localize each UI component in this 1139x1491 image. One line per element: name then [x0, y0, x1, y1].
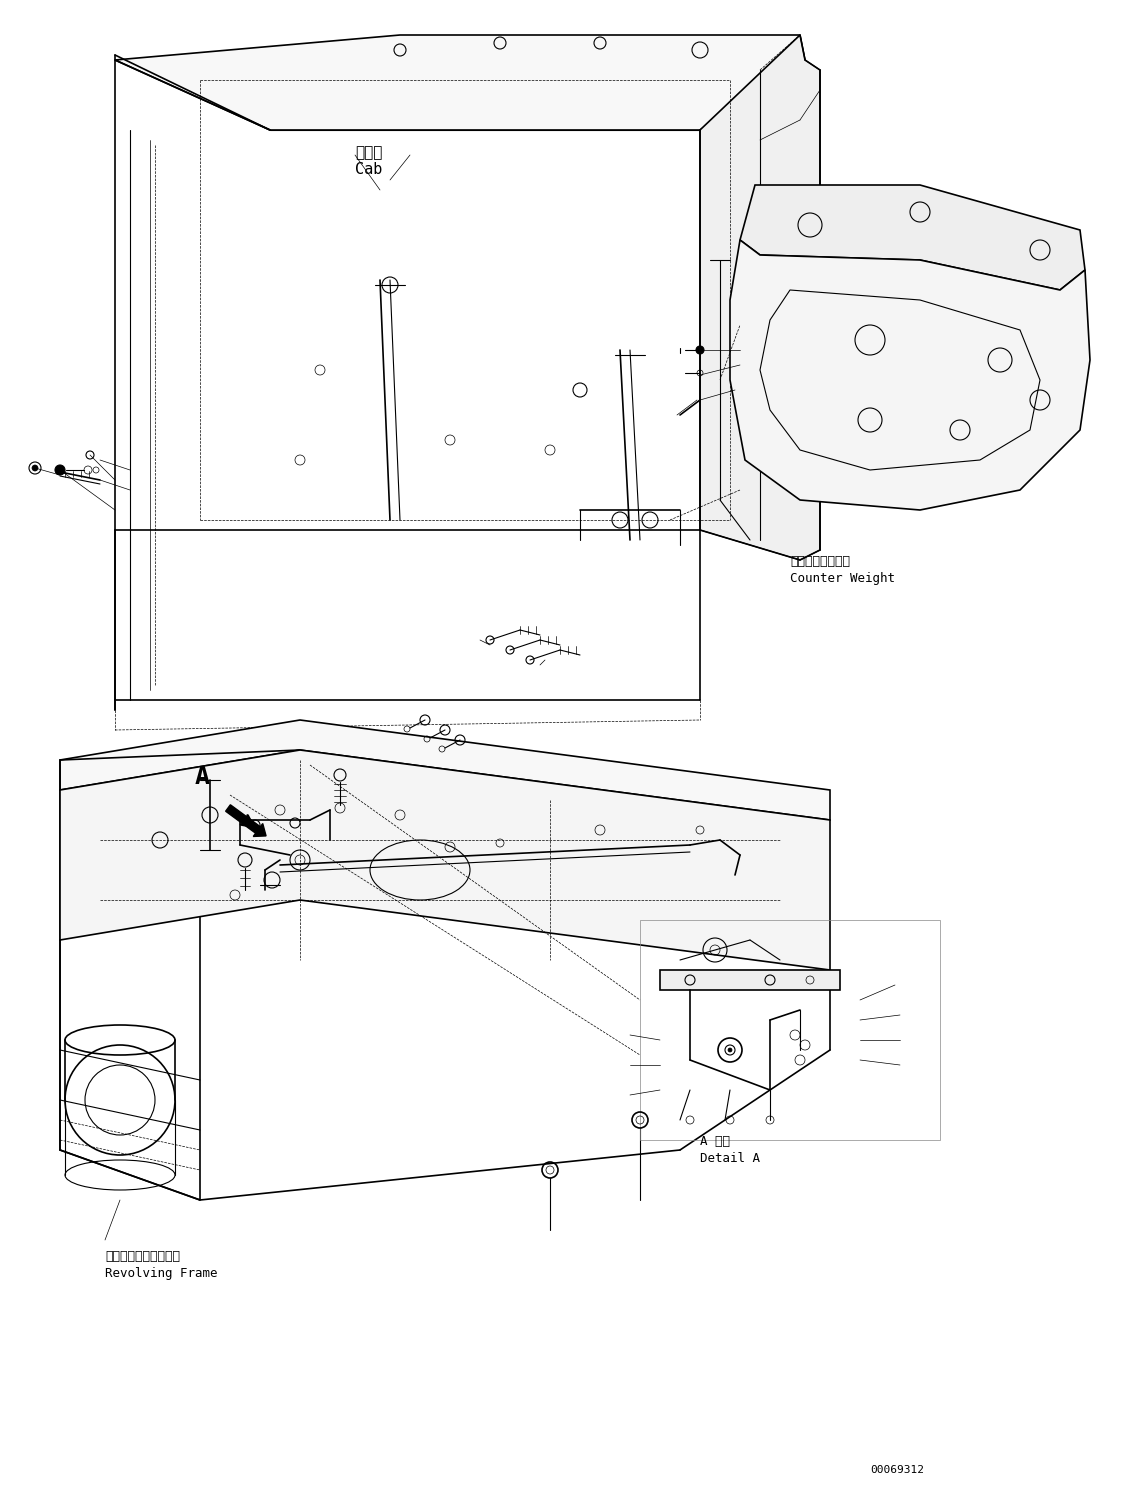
Text: キャブ: キャブ [355, 145, 383, 160]
Circle shape [55, 465, 65, 476]
FancyArrow shape [226, 805, 267, 836]
Polygon shape [60, 720, 830, 820]
Text: レボルビングフレーム: レボルビングフレーム [105, 1249, 180, 1263]
Text: Revolving Frame: Revolving Frame [105, 1267, 218, 1279]
Text: Cab: Cab [355, 163, 383, 177]
Text: Detail A: Detail A [700, 1153, 760, 1164]
Polygon shape [700, 34, 820, 561]
Polygon shape [60, 750, 830, 971]
Text: 00069312: 00069312 [870, 1466, 924, 1475]
Text: A 詳細: A 詳細 [700, 1135, 730, 1148]
Circle shape [728, 1048, 732, 1053]
Text: カウンタウエイト: カウンタウエイト [790, 555, 850, 568]
Polygon shape [115, 34, 805, 130]
Circle shape [32, 465, 38, 471]
Polygon shape [740, 185, 1085, 291]
Text: Counter Weight: Counter Weight [790, 573, 895, 584]
Polygon shape [730, 240, 1090, 510]
Circle shape [696, 346, 704, 353]
Polygon shape [659, 971, 839, 990]
Bar [640, 920, 940, 1141]
Text: A: A [195, 765, 210, 789]
